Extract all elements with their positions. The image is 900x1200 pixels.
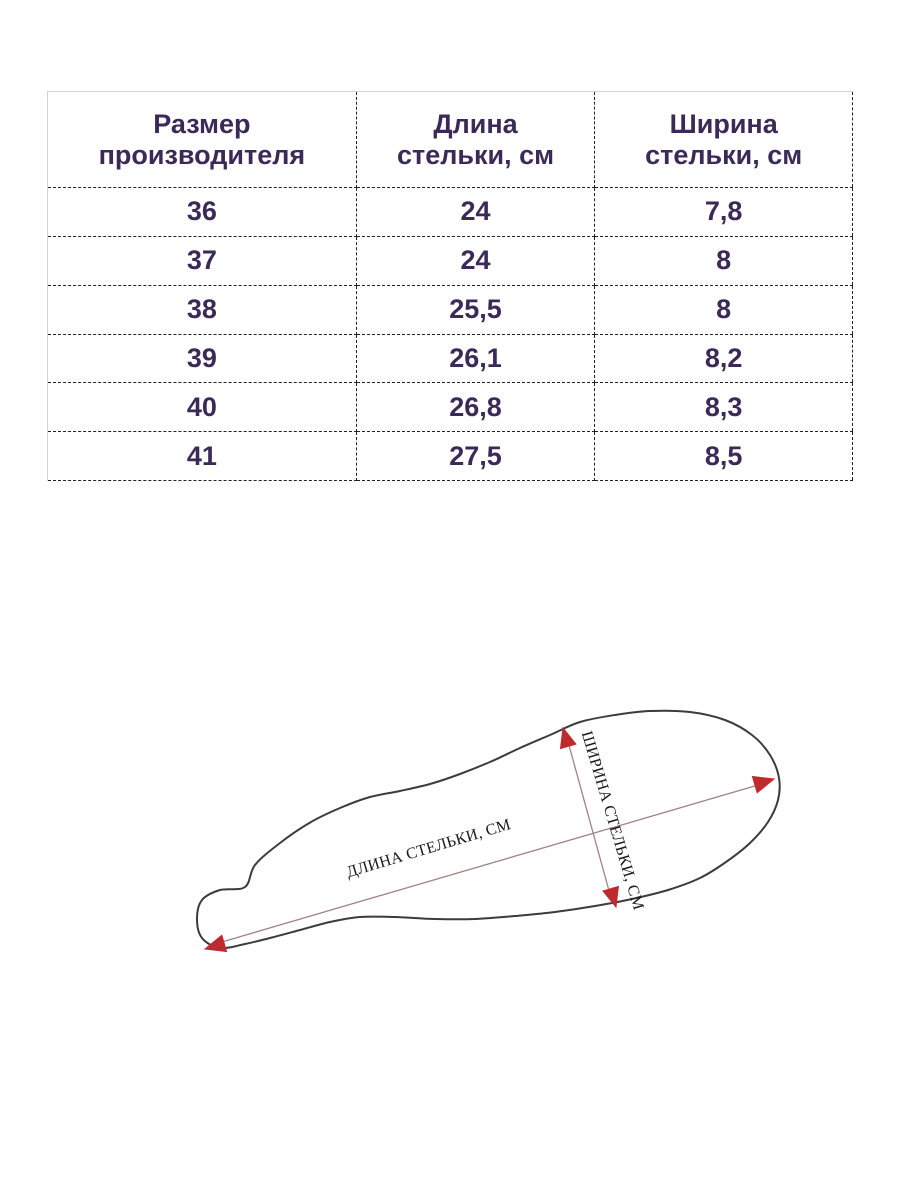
svg-text:ДЛИНА СТЕЛЬКИ, СМ: ДЛИНА СТЕЛЬКИ, СМ: [344, 816, 512, 881]
